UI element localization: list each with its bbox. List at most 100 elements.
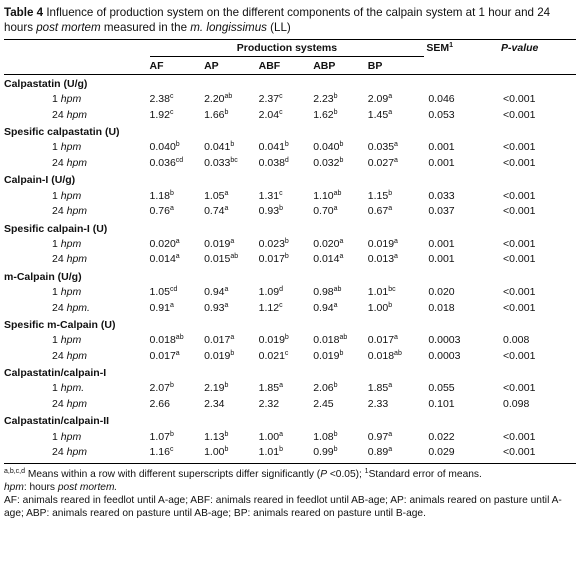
cell-value: 2.06 <box>313 382 334 395</box>
cell-value: 0.70 <box>313 205 334 218</box>
cell-superscript: ab <box>175 334 184 342</box>
cell-value: 2.34 <box>204 398 225 411</box>
section-row: Calpastatin/calpain-II <box>4 412 576 429</box>
note-2c: post mortem. <box>57 482 118 493</box>
value-cell: 1.85a <box>259 381 314 397</box>
cell-value: 2.07 <box>149 382 170 395</box>
row-label-unit: hpm <box>60 430 82 443</box>
cell-superscript: b <box>279 205 283 213</box>
caption-text-1: Influence of production system on the di… <box>4 6 551 34</box>
sem-cell: 0.101 <box>428 398 455 411</box>
value-cell: 0.99b <box>313 444 368 460</box>
row-label-number: 1 <box>52 237 61 250</box>
cell-superscript: a <box>333 301 338 309</box>
value-cell: 0.97a <box>368 429 425 445</box>
section-title: m-Calpain (U/g) <box>4 270 82 283</box>
row-label-number: 1 <box>52 93 61 106</box>
value-cell: 1.01b <box>259 444 314 460</box>
cell-superscript: cd <box>169 286 178 294</box>
p-value-cell: <0.001 <box>503 93 536 106</box>
section-row: Spesific calpain-I (U) <box>4 219 576 236</box>
value-cell: 0.015ab <box>204 252 259 268</box>
cell-value: 1.13 <box>204 430 225 443</box>
value-cell: 0.019b <box>204 348 259 364</box>
row-label-number: 24 <box>52 398 67 411</box>
cell-value: 1.12 <box>258 301 280 314</box>
section-row: m-Calpain (U/g) <box>4 267 576 284</box>
p-value-cell: 0.008 <box>503 334 530 347</box>
sem-cell: 0.0003 <box>428 334 461 347</box>
row-label-number: 24 <box>52 108 67 121</box>
value-cell: 0.020a <box>313 236 368 252</box>
cell-value: 0.017 <box>258 253 285 266</box>
cell-superscript: b <box>230 141 235 149</box>
cell-value: 1.00 <box>258 430 280 443</box>
table-row: 1 hpm 1.18b 1.05a 1.31c 1.10ab 1.15b 0.033 <0.0… <box>4 188 576 204</box>
p-value-cell: <0.001 <box>503 157 536 170</box>
cell-superscript: b <box>333 446 338 454</box>
section-title: Calpain-I (U/g) <box>4 174 76 187</box>
cell-value: 0.019 <box>258 334 285 347</box>
value-cell: 0.013a <box>368 252 425 268</box>
cell-value: 1.01 <box>258 446 280 459</box>
value-cell: 2.38c <box>150 92 205 108</box>
cell-value: 0.032 <box>313 157 340 170</box>
table-figure: Table 4 Influence of production system o… <box>4 6 576 520</box>
note-1a: Means within a row with different supers… <box>25 469 321 480</box>
value-cell: 1.66b <box>204 107 259 123</box>
cell-value: 0.99 <box>313 446 334 459</box>
table-row: 1 hpm 0.040b 0.041b 0.041b 0.040b 0.035a 0.001… <box>4 140 576 156</box>
table-notes: a,b,c,d Means within a row with differen… <box>4 468 576 520</box>
cell-value: 0.89 <box>367 446 389 459</box>
cell-superscript: b <box>339 349 344 357</box>
cell-value: 0.015 <box>204 253 231 266</box>
cell-superscript: b <box>169 382 174 390</box>
section-title: Calpastatin (U/g) <box>4 78 88 91</box>
row-label: 24 hpm <box>4 107 150 123</box>
value-cell: 0.91a <box>150 300 205 316</box>
cell-value: 1.92 <box>149 108 170 121</box>
value-cell: 1.05cd <box>150 284 205 300</box>
cell-superscript: b <box>333 382 338 390</box>
row-label-unit: hpm <box>66 205 88 218</box>
cell-value: 1.62 <box>313 108 334 121</box>
cell-value: 0.019 <box>204 349 231 362</box>
p-value-cell: <0.001 <box>503 141 536 154</box>
cell-superscript: a <box>175 349 180 357</box>
value-cell: 0.019b <box>313 348 368 364</box>
value-cell: 0.021c <box>259 348 314 364</box>
cell-superscript: b <box>333 430 338 438</box>
value-cell: 2.09a <box>368 92 425 108</box>
sem-header: SEM1 <box>424 39 490 57</box>
value-cell: 1.09d <box>259 284 314 300</box>
row-label-unit: hpm <box>66 398 88 411</box>
row-label: 1 hpm <box>4 236 150 252</box>
cell-value: 1.01 <box>367 286 389 299</box>
value-cell: 0.014a <box>313 252 368 268</box>
value-cell: 0.98ab <box>313 284 368 300</box>
cell-value: 0.027 <box>367 157 395 170</box>
value-cell: 2.66 <box>150 396 205 412</box>
cell-superscript: c <box>279 108 283 116</box>
value-cell: 1.01bc <box>368 284 425 300</box>
cell-value: 0.94 <box>204 286 225 299</box>
table-body: Calpastatin (U/g) 1 hpm 2.38c 2.20ab 2.37c 2.… <box>4 75 576 461</box>
table-row: 24 hpm 0.014a 0.015ab 0.017b 0.014a 0.013a 0.0… <box>4 252 576 268</box>
cell-value: 0.017 <box>149 349 176 362</box>
cell-superscript: d <box>284 157 289 165</box>
cell-value: 0.021 <box>258 349 285 362</box>
cell-superscript: b <box>333 93 338 101</box>
cell-superscript: ab <box>333 189 342 197</box>
cell-value: 0.93 <box>204 301 225 314</box>
p-value-cell: <0.001 <box>503 382 536 395</box>
sem-cell: 0.029 <box>428 446 455 459</box>
value-cell: 2.34 <box>204 396 259 412</box>
sem-label: SEM <box>426 42 450 55</box>
header-row-1: Production systems SEM1 P-value <box>4 39 576 57</box>
cell-value: 2.04 <box>258 108 280 121</box>
cell-value: 0.018 <box>149 334 176 347</box>
cell-superscript: b <box>169 430 174 438</box>
cell-superscript: a <box>339 253 344 261</box>
section-row: Calpastatin/calpain-I <box>4 364 576 381</box>
cell-value: 2.19 <box>204 382 225 395</box>
